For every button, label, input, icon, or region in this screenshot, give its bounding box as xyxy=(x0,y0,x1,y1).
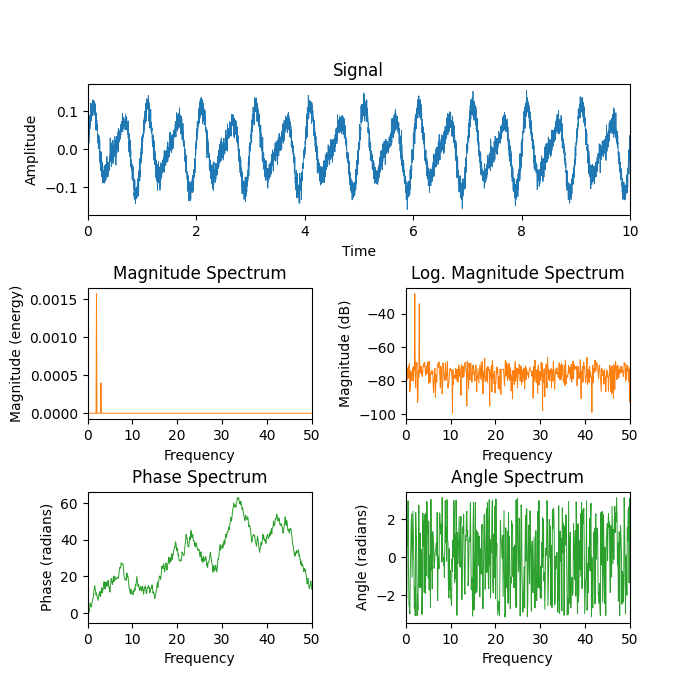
Y-axis label: Magnitude (energy): Magnitude (energy) xyxy=(10,285,24,422)
Y-axis label: Amplitude: Amplitude xyxy=(25,114,38,186)
Title: Angle Spectrum: Angle Spectrum xyxy=(452,469,584,487)
Title: Phase Spectrum: Phase Spectrum xyxy=(132,469,267,487)
Title: Magnitude Spectrum: Magnitude Spectrum xyxy=(113,265,286,284)
X-axis label: Time: Time xyxy=(342,245,376,259)
Y-axis label: Phase (radians): Phase (radians) xyxy=(41,503,55,611)
X-axis label: Frequency: Frequency xyxy=(482,449,554,463)
X-axis label: Frequency: Frequency xyxy=(164,449,235,463)
X-axis label: Frequency: Frequency xyxy=(164,652,235,666)
X-axis label: Frequency: Frequency xyxy=(482,652,554,666)
Title: Signal: Signal xyxy=(333,62,384,80)
Y-axis label: Magnitude (dB): Magnitude (dB) xyxy=(339,300,353,407)
Y-axis label: Angle (radians): Angle (radians) xyxy=(356,504,370,610)
Title: Log. Magnitude Spectrum: Log. Magnitude Spectrum xyxy=(411,265,625,284)
